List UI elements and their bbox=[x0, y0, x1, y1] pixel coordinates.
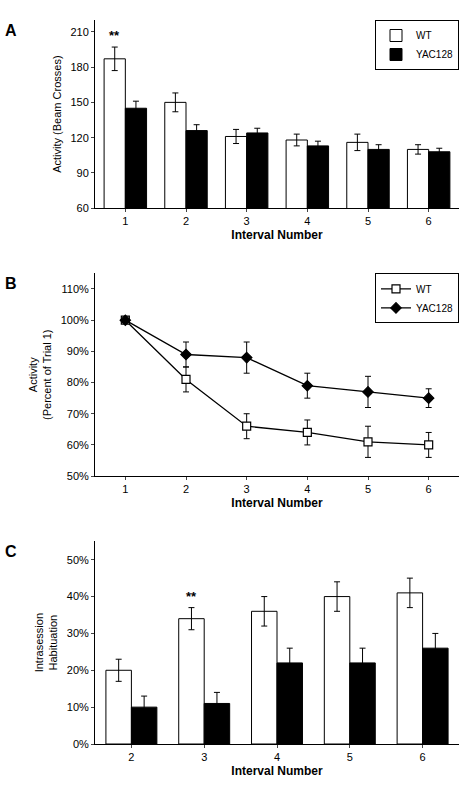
svg-text:5: 5 bbox=[365, 215, 371, 227]
svg-text:C: C bbox=[5, 543, 17, 560]
svg-text:Interval Number: Interval Number bbox=[231, 764, 323, 778]
svg-text:180: 180 bbox=[70, 61, 88, 73]
svg-text:90: 90 bbox=[77, 167, 89, 179]
svg-text:6: 6 bbox=[420, 751, 426, 763]
svg-text:60: 60 bbox=[77, 202, 89, 214]
svg-text:90%: 90% bbox=[67, 345, 89, 357]
svg-text:Interval Number: Interval Number bbox=[231, 228, 323, 242]
svg-text:Activity(Percent of Trial 1): Activity(Percent of Trial 1) bbox=[27, 330, 53, 420]
svg-text:A: A bbox=[5, 22, 17, 39]
svg-text:1: 1 bbox=[122, 483, 128, 495]
svg-text:1: 1 bbox=[122, 215, 128, 227]
svg-text:20%: 20% bbox=[67, 664, 89, 676]
svg-text:0%: 0% bbox=[73, 738, 89, 750]
svg-text:WT: WT bbox=[416, 284, 432, 295]
svg-text:210: 210 bbox=[70, 26, 88, 38]
svg-text:Activity (Beam Crosses): Activity (Beam Crosses) bbox=[51, 55, 63, 172]
svg-text:40%: 40% bbox=[67, 590, 89, 602]
svg-text:50%: 50% bbox=[67, 470, 89, 482]
svg-text:YAC128: YAC128 bbox=[416, 49, 453, 60]
svg-text:10%: 10% bbox=[67, 701, 89, 713]
svg-text:4: 4 bbox=[274, 751, 280, 763]
svg-text:3: 3 bbox=[244, 215, 250, 227]
svg-text:**: ** bbox=[186, 589, 197, 604]
svg-text:3: 3 bbox=[201, 751, 207, 763]
svg-text:2: 2 bbox=[183, 215, 189, 227]
svg-text:150: 150 bbox=[70, 96, 88, 108]
svg-text:110%: 110% bbox=[61, 283, 89, 295]
svg-text:30%: 30% bbox=[67, 627, 89, 639]
svg-text:120: 120 bbox=[70, 132, 88, 144]
svg-text:YAC128: YAC128 bbox=[416, 303, 453, 314]
svg-text:**: ** bbox=[109, 28, 120, 43]
svg-text:5: 5 bbox=[347, 751, 353, 763]
svg-text:80%: 80% bbox=[67, 376, 89, 388]
svg-text:4: 4 bbox=[304, 483, 310, 495]
svg-text:60%: 60% bbox=[67, 439, 89, 451]
svg-text:4: 4 bbox=[304, 215, 310, 227]
svg-text:2: 2 bbox=[183, 483, 189, 495]
svg-text:50%: 50% bbox=[67, 554, 89, 566]
svg-text:6: 6 bbox=[426, 483, 432, 495]
svg-text:6: 6 bbox=[426, 215, 432, 227]
svg-text:IntrasessionHabituation: IntrasessionHabituation bbox=[33, 613, 59, 672]
svg-text:100%: 100% bbox=[61, 314, 89, 326]
svg-text:2: 2 bbox=[128, 751, 134, 763]
svg-text:B: B bbox=[5, 275, 17, 292]
svg-text:5: 5 bbox=[365, 483, 371, 495]
svg-text:Interval Number: Interval Number bbox=[231, 496, 323, 510]
svg-text:WT: WT bbox=[416, 30, 432, 41]
svg-text:3: 3 bbox=[244, 483, 250, 495]
svg-text:70%: 70% bbox=[67, 408, 89, 420]
